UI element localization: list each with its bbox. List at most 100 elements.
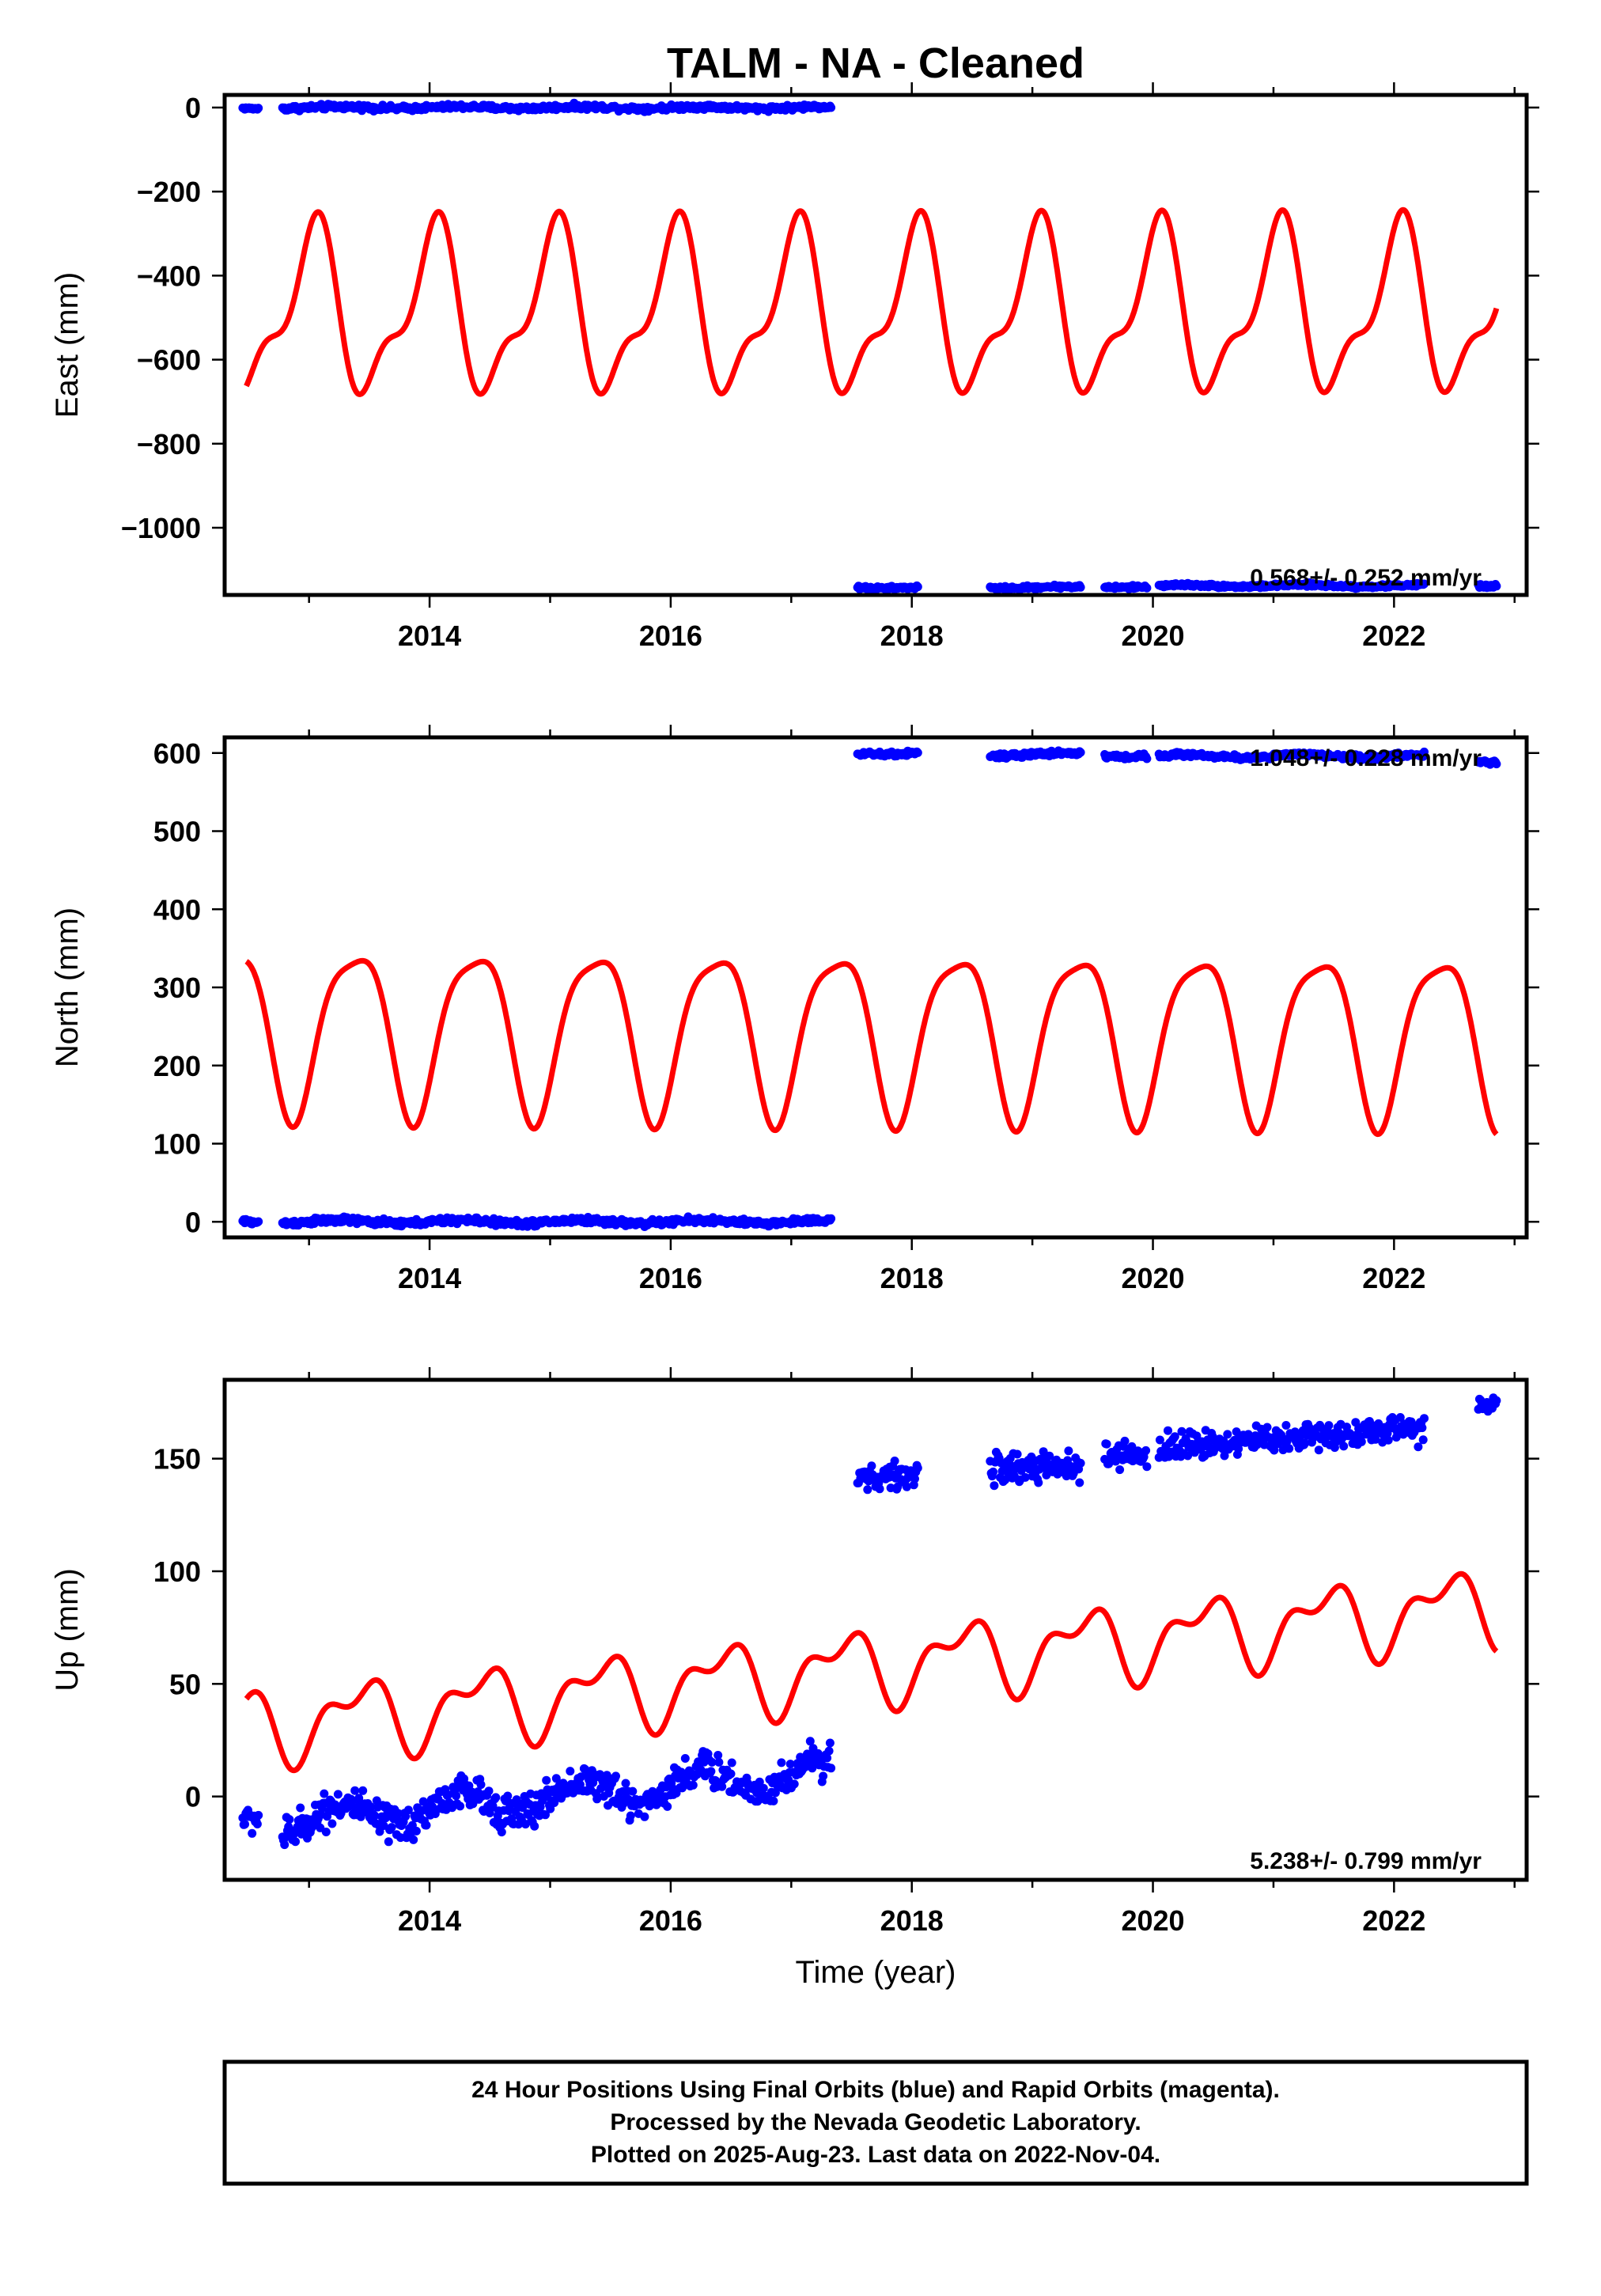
observation-point-up [714, 1757, 724, 1767]
y-axis-label-north: North (mm) [50, 907, 85, 1067]
y-tick-label-north-3: 300 [153, 972, 201, 1004]
model-curve-east [244, 206, 1500, 397]
observation-point-east [254, 104, 263, 113]
observation-point-up [1324, 1421, 1334, 1430]
observation-point-up [1417, 1423, 1427, 1433]
observation-point-up [456, 1802, 465, 1811]
observation-point-up [863, 1485, 872, 1495]
x-tick-label-north-2018: 2018 [880, 1262, 944, 1294]
observation-point-up [254, 1810, 263, 1820]
x-axis-label: Time (year) [796, 1955, 956, 1990]
observation-point-up [411, 1826, 421, 1836]
observation-point-up [387, 1823, 396, 1832]
observation-point-up [688, 1780, 698, 1790]
observation-point-up [566, 1767, 575, 1776]
observation-point-up [706, 1767, 716, 1776]
y-tick-label-north-1: 100 [153, 1128, 201, 1161]
y-tick-label-up-3: 150 [153, 1443, 201, 1476]
model-curve-north [244, 957, 1499, 1138]
observation-point-north [1142, 754, 1152, 763]
observation-point-north [254, 1217, 263, 1226]
observation-point-up [240, 1820, 249, 1829]
x-tick-label-up-2018: 2018 [880, 1904, 944, 1937]
observation-point-up [422, 1821, 431, 1830]
observation-point-up [321, 1828, 331, 1836]
observation-point-up [1223, 1430, 1232, 1439]
footer-line-2: Processed by the Nevada Geodetic Laborat… [610, 2109, 1141, 2135]
observation-point-up [1383, 1435, 1393, 1445]
observation-point-up [452, 1791, 461, 1801]
observation-point-up [824, 1746, 834, 1756]
observation-point-up [611, 1771, 620, 1781]
x-tick-label-north-2014: 2014 [398, 1262, 461, 1294]
observation-point-east [1142, 583, 1152, 593]
y-axis-label-up: Up (mm) [50, 1568, 85, 1692]
observation-point-up [1281, 1421, 1291, 1430]
observation-point-north [1492, 760, 1501, 769]
observation-point-east [827, 103, 836, 112]
x-tick-label-up-2016: 2016 [639, 1904, 702, 1937]
observation-point-up [726, 1769, 736, 1779]
observation-point-up [1414, 1442, 1423, 1452]
observation-point-up [280, 1840, 290, 1850]
observation-point-up [285, 1815, 294, 1824]
y-tick-label-north-6: 600 [153, 737, 201, 770]
observation-point-up [913, 1464, 922, 1472]
observation-point-up [727, 1758, 736, 1767]
observation-point-up [296, 1803, 305, 1813]
x-tick-label-north-2022: 2022 [1362, 1262, 1425, 1294]
observation-point-up [663, 1802, 672, 1811]
observation-point-east [1076, 582, 1085, 592]
observation-point-up [680, 1754, 690, 1763]
x-tick-label-north-2020: 2020 [1121, 1262, 1184, 1294]
observation-point-up [1075, 1478, 1084, 1487]
observation-point-up [890, 1457, 899, 1465]
x-tick-label-east-2020: 2020 [1121, 619, 1184, 652]
y-tick-label-east-1: −200 [137, 176, 201, 208]
observation-point-up [1339, 1442, 1349, 1451]
observation-point-up [1115, 1465, 1125, 1475]
observation-point-up [1102, 1439, 1111, 1449]
panel-east: 2014 2016 2018 2020 2022 0 −200 −400 −600 −800 −10… [50, 82, 1539, 652]
footer-line-1: 24 Hour Positions Using Final Orbits (bl… [471, 2077, 1280, 2103]
observation-point-up [789, 1779, 799, 1789]
observation-point-up [626, 1811, 635, 1821]
observation-point-up [1492, 1396, 1501, 1405]
observation-point-up [1357, 1437, 1366, 1446]
y-axis-label-east: East (mm) [50, 272, 85, 418]
rate-label-up: 5.238+/- 0.799 mm/yr [1250, 1848, 1482, 1874]
y-tick-label-north-0: 0 [185, 1206, 201, 1238]
observation-point-up [1120, 1436, 1130, 1445]
y-tick-label-up-0: 0 [185, 1781, 201, 1813]
x-tick-label-up-2022: 2022 [1362, 1904, 1425, 1937]
observation-point-up [875, 1484, 884, 1494]
observation-point-up [358, 1786, 368, 1795]
observation-point-up [484, 1786, 494, 1796]
observation-point-east [1492, 582, 1501, 591]
observation-point-up [491, 1793, 501, 1802]
y-tick-label-up-1: 50 [169, 1668, 201, 1700]
observation-point-up [327, 1819, 337, 1828]
x-tick-label-up-2020: 2020 [1121, 1904, 1184, 1937]
observation-point-up [1012, 1449, 1022, 1459]
observation-point-up [769, 1796, 778, 1805]
observation-point-up [1076, 1458, 1085, 1468]
observation-point-up [530, 1821, 539, 1831]
model-curve-up [244, 1570, 1499, 1774]
observation-point-up [1142, 1462, 1152, 1472]
x-tick-label-east-2014: 2014 [398, 619, 461, 652]
observation-point-up [1314, 1445, 1323, 1455]
plot-frame-north [222, 735, 1529, 1240]
observation-point-east [913, 582, 922, 592]
panel-north: 2014 2016 2018 2020 20220100200300400500600 … [50, 725, 1539, 1294]
x-tick-label-up-2014: 2014 [398, 1904, 461, 1937]
observation-point-up [777, 1758, 786, 1767]
y-tick-label-east-0: 0 [185, 92, 201, 124]
observation-point-up [1262, 1423, 1272, 1432]
y-tick-label-east-4: −800 [137, 428, 201, 460]
observation-point-up [990, 1481, 999, 1491]
observation-point-up [1034, 1478, 1043, 1487]
y-tick-label-up-2: 100 [153, 1555, 201, 1588]
observation-point-up [640, 1812, 649, 1821]
